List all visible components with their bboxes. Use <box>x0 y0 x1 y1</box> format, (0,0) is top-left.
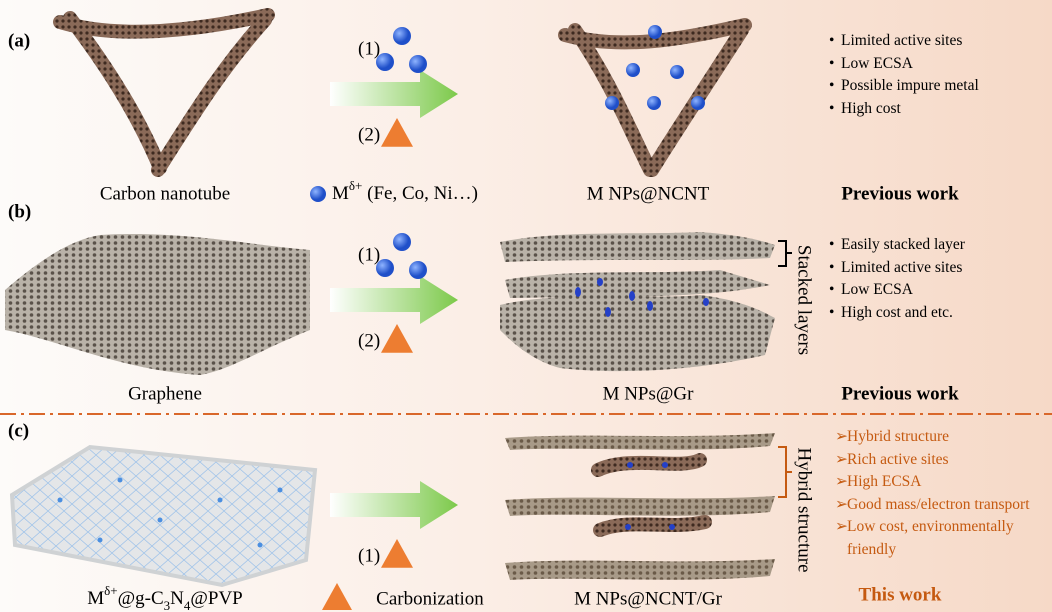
work-tag: This work <box>859 584 942 605</box>
metal-icon <box>409 55 427 73</box>
bullet: • High cost and etc. <box>829 302 1041 325</box>
bullet: • Low ECSA <box>829 279 1041 302</box>
bullet-marker: ➢ <box>835 518 848 535</box>
bullet-marker: • <box>829 99 835 117</box>
graphene-drawing <box>5 233 310 375</box>
bullet-text: High cost and etc. <box>841 303 953 321</box>
bullet-marker: ➢ <box>835 473 848 490</box>
bullet: ➢Low cost, environmentally friendly <box>835 516 1047 561</box>
stacked-graphene-drawing <box>500 232 775 372</box>
text-run: (Fe, Co, Ni…) <box>362 183 478 204</box>
bullet: • Limited active sites <box>829 30 1041 53</box>
step-label: (1) <box>358 545 380 566</box>
metal-legend: Mδ+ (Fe, Co, Ni…) <box>332 178 478 204</box>
bullet-marker: • <box>829 77 835 94</box>
step-label: (1) <box>358 38 380 59</box>
process-arrow <box>330 481 458 529</box>
text-run: 3 <box>164 598 171 612</box>
bullet-text: Low cost, environmentally friendly <box>847 518 1014 558</box>
carbonization-legend: Carbonization <box>376 588 484 609</box>
bullet-marker: • <box>829 281 835 298</box>
carbonization-icon <box>381 539 413 568</box>
bullet-text: High cost <box>841 99 901 117</box>
side-label: Stacked layers <box>794 245 815 355</box>
bullet-marker: ➢ <box>835 495 848 513</box>
bullet-text: Limited active sites <box>841 32 963 49</box>
bullet-text: Low ECSA <box>841 281 913 298</box>
panel-label: (b) <box>8 201 31 222</box>
carbonization-icon <box>322 583 352 610</box>
step-label: (1) <box>358 244 380 265</box>
text-run: M <box>87 588 104 609</box>
bullet-marker: • <box>829 236 835 253</box>
text-run: δ+ <box>104 583 117 598</box>
step-label: (2) <box>358 124 380 145</box>
bullet: • Low ECSA <box>829 53 1041 76</box>
bullet-text: Good mass/electron transport <box>847 495 1030 513</box>
bullet-marker: • <box>829 258 835 276</box>
metal-particles <box>575 278 709 317</box>
bullet-text: Possible impure metal <box>841 77 979 94</box>
text-run: N <box>170 588 184 609</box>
precursor-metal-dots <box>57 477 283 548</box>
bullet: • Limited active sites <box>829 257 1041 280</box>
bullet: ➢Good mass/electron transport <box>835 494 1047 517</box>
work-tag: Previous work <box>841 183 959 204</box>
side-label: Hybrid structure <box>794 447 815 572</box>
bullet: • Possible impure metal <box>829 75 1041 98</box>
bullet: • High cost <box>829 98 1041 121</box>
step-label: (2) <box>358 330 380 351</box>
work-tag: Previous work <box>841 383 959 404</box>
carbonization-icon <box>381 324 413 353</box>
metal-icon <box>376 259 394 277</box>
process-arrow <box>330 70 458 118</box>
bracket <box>778 446 792 498</box>
start-caption: Mδ+@g-C3N4@PVP <box>87 583 242 612</box>
text-run: M <box>332 183 349 204</box>
product-caption: M NPs@NCNT/Gr <box>574 588 723 609</box>
nanotube-drawing <box>53 8 275 177</box>
bullet: ➢High ECSA <box>835 471 1047 494</box>
bullet: • Easily stacked layer <box>829 234 1041 257</box>
metal-icon <box>393 233 411 251</box>
panel-label: (c) <box>8 420 29 441</box>
bracket <box>778 240 792 267</box>
bullet-text: Rich active sites <box>847 450 949 468</box>
bullet-text: High ECSA <box>847 473 922 490</box>
process-arrow <box>330 276 458 324</box>
start-caption: Graphene <box>128 383 202 404</box>
bullet-list: • Easily stacked layer • Limited active sit… <box>829 234 1041 324</box>
text-run: δ+ <box>349 178 362 193</box>
text-run: @PVP <box>190 588 242 609</box>
bullet-marker: ➢ <box>835 450 848 468</box>
precursor-drawing <box>9 444 318 588</box>
metal-icon <box>393 27 411 45</box>
metal-icon <box>376 53 394 71</box>
panel-label: (a) <box>8 30 30 51</box>
bullet-marker: • <box>829 303 835 321</box>
product-caption: M NPs@Gr <box>603 383 695 404</box>
text-run: @g-C <box>118 588 164 609</box>
bullet-marker: • <box>829 54 835 72</box>
bullet-text: Easily stacked layer <box>841 236 965 253</box>
hybrid-drawing <box>505 433 775 580</box>
metal-icon <box>310 186 326 202</box>
bullet: ➢Rich active sites <box>835 449 1047 472</box>
text-run: 4 <box>184 598 191 612</box>
bullet: ➢Hybrid structure <box>835 426 1047 449</box>
start-caption: Carbon nanotube <box>100 183 230 204</box>
carbonization-icon <box>381 118 413 147</box>
metal-particles <box>605 25 705 110</box>
bullet-text: Low ECSA <box>841 54 913 72</box>
product-caption: M NPs@NCNT <box>587 183 710 204</box>
bullet-marker: • <box>829 32 835 49</box>
bullet-text: Limited active sites <box>841 258 963 276</box>
bullet-list: • Limited active sites • Low ECSA • Possible … <box>829 30 1041 120</box>
bullet-marker: ➢ <box>835 428 848 445</box>
bullet-text: Hybrid structure <box>847 428 950 445</box>
metal-icon <box>409 261 427 279</box>
bullet-list: ➢Hybrid structure ➢Rich active sites ➢High… <box>835 426 1047 561</box>
